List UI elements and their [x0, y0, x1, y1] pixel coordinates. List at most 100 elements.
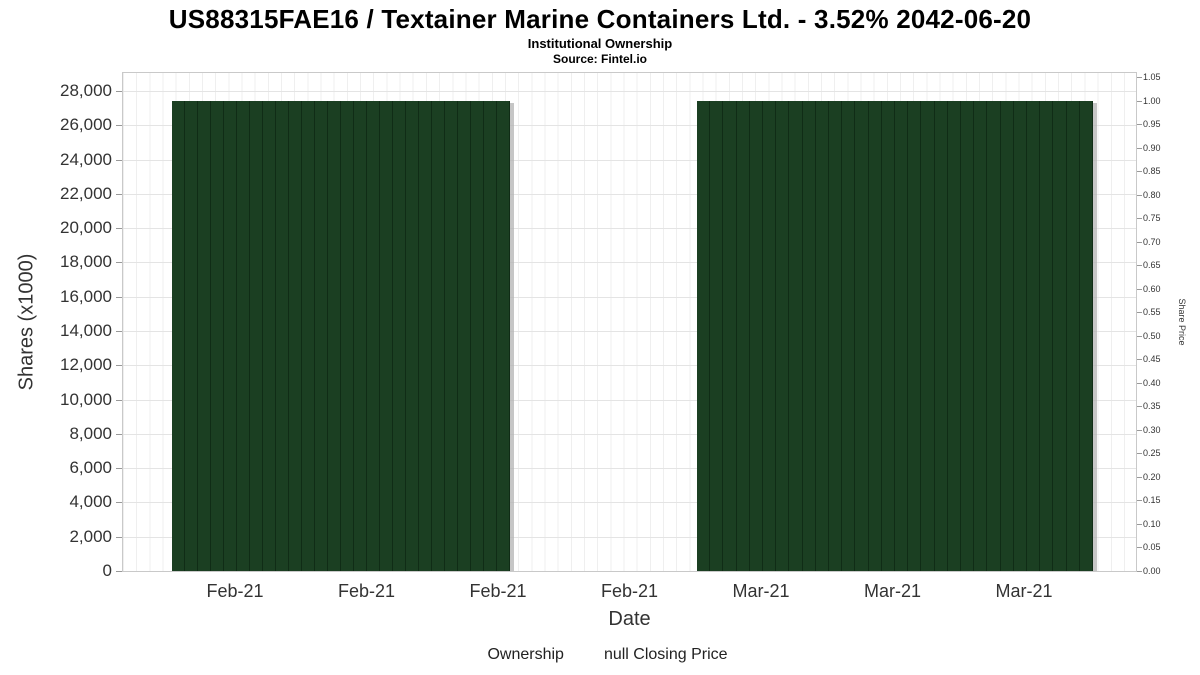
- ownership-bar: [789, 101, 803, 571]
- y-left-tick: [116, 296, 122, 298]
- ownership-bar: [921, 101, 935, 571]
- h-gridline: [123, 502, 1136, 504]
- ownership-bar: [723, 101, 737, 571]
- y-left-tick: [116, 571, 122, 572]
- plot-area: [122, 72, 1137, 572]
- ownership-bar: [445, 101, 458, 571]
- ownership-bar: [289, 101, 302, 571]
- ownership-bar: [198, 101, 211, 571]
- ownership-bar: [815, 101, 829, 571]
- y-left-tick-label: 2,000: [69, 526, 112, 546]
- y-left-tick: [116, 331, 122, 332]
- y-right-tick-label: 0.65: [1143, 260, 1161, 271]
- ownership-bar: [776, 101, 790, 571]
- y-right-tick: [1137, 288, 1142, 290]
- ownership-bar: [354, 101, 367, 571]
- y-right-tick-label: 0.70: [1143, 236, 1161, 247]
- y-right-tick-label: 0.30: [1143, 424, 1161, 435]
- y-left-tick: [116, 365, 122, 367]
- ownership-bar: [842, 101, 856, 571]
- y-right-tick: [1137, 265, 1142, 267]
- ownership-bar: [974, 101, 988, 571]
- h-gridline: [123, 193, 1136, 195]
- ownership-bar: [855, 101, 869, 571]
- y-left-tick: [116, 125, 122, 127]
- ownership-bar: [263, 101, 276, 571]
- h-gridline: [123, 262, 1136, 264]
- bar-group-shadow: [1093, 103, 1097, 571]
- y-left-tick-label: 12,000: [60, 355, 112, 375]
- y-right-tick-label: 0.20: [1143, 471, 1161, 482]
- y-right-tick-label: 0.95: [1143, 119, 1161, 130]
- ownership-legend-swatch-icon: [472, 651, 481, 660]
- y-right-tick: [1137, 429, 1142, 431]
- ownership-bar: [341, 101, 354, 571]
- y-right-tick: [1137, 359, 1142, 361]
- ownership-bar: [1040, 101, 1054, 571]
- x-tick-label: Feb-21: [469, 581, 527, 601]
- y-left-tick-label: 24,000: [60, 149, 112, 169]
- chart-legend: Ownership null Closing Price: [0, 646, 1200, 664]
- y-right-tick: [1137, 218, 1142, 220]
- chart-subtitle: Institutional Ownership: [527, 36, 673, 51]
- y-left-tick: [116, 91, 122, 92]
- x-tick-label: Mar-21: [863, 581, 921, 601]
- ownership-bar: [829, 101, 843, 571]
- h-gridline: [123, 331, 1136, 332]
- x-axis-title: Date: [608, 608, 651, 630]
- ownership-bar: [172, 101, 185, 571]
- y-left-tick: [116, 262, 122, 264]
- y-left-tick-label: 28,000: [60, 81, 112, 100]
- y-right-tick: [1137, 476, 1142, 478]
- ownership-bar: [749, 101, 763, 571]
- h-gridline: [123, 433, 1136, 435]
- ownership-bar: [961, 101, 975, 571]
- ownership-bar: [185, 101, 198, 571]
- y-left-tick-label: 14,000: [60, 321, 112, 340]
- ownership-bar: [393, 101, 406, 571]
- y-right-tick-label: 0.90: [1143, 142, 1161, 153]
- h-gridline: [123, 365, 1136, 367]
- y-left-tick: [116, 502, 122, 504]
- y-right-tick: [1137, 312, 1142, 314]
- h-gridline: [123, 399, 1136, 401]
- y-right-tick-label: 0.50: [1143, 330, 1161, 341]
- ownership-bar: [1079, 101, 1093, 571]
- y-right-tick-label: 1.05: [1143, 72, 1161, 83]
- y-right-tick: [1137, 147, 1142, 149]
- x-tick-label: Mar-21: [995, 581, 1053, 601]
- bar-group-shadow: [510, 103, 514, 571]
- ownership-bar: [908, 101, 922, 571]
- y-left-tick: [116, 399, 122, 401]
- ownership-bar: [1027, 101, 1041, 571]
- y-right-tick: [1137, 124, 1142, 126]
- y-right-tick: [1137, 547, 1142, 549]
- h-gridline: [123, 536, 1136, 538]
- ownership-bar: [237, 101, 250, 571]
- ownership-bar: [419, 101, 432, 571]
- x-tick-label: Feb-21: [337, 581, 396, 601]
- x-tick-label: Mar-21: [732, 581, 790, 601]
- y-right-tick: [1137, 171, 1142, 173]
- y-right-tick-label: 1.00: [1143, 95, 1161, 106]
- ownership-bar: [315, 101, 328, 571]
- ownership-bar: [458, 101, 471, 571]
- ownership-bar: [250, 101, 263, 571]
- y-left-tick-label: 26,000: [60, 115, 112, 135]
- y-left-tick-label: 16,000: [60, 286, 112, 306]
- y-right-tick-label: 0.80: [1143, 189, 1161, 200]
- ownership-bar: [211, 101, 224, 571]
- x-tick-label: Feb-21: [600, 581, 659, 601]
- h-gridline: [123, 296, 1136, 298]
- y-right-tick-label: 0.35: [1143, 401, 1161, 412]
- ownership-bar: [471, 101, 484, 571]
- ownership-bar: [1053, 101, 1067, 571]
- y-right-tick-label: 0.15: [1143, 495, 1161, 506]
- y-right-tick: [1137, 571, 1142, 572]
- y-left-tick-label: 10,000: [60, 389, 112, 409]
- y-right-tick-label: 0.40: [1143, 377, 1161, 388]
- y-right-tick-label: 0.00: [1143, 566, 1161, 576]
- y-left-tick: [116, 159, 122, 161]
- y-axis-right-title: Share Price: [1177, 298, 1187, 346]
